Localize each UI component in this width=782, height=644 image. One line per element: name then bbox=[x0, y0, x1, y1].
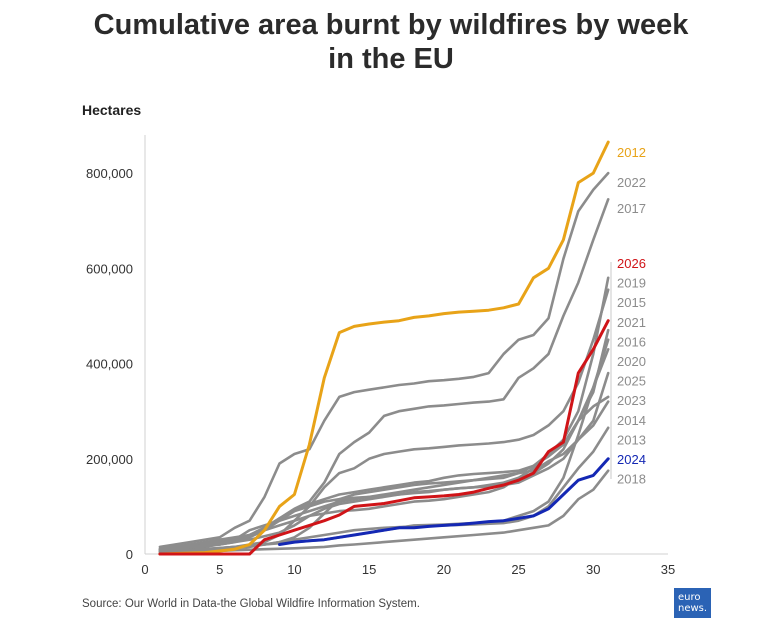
source-note: Source: Our World in Data-the Global Wil… bbox=[82, 598, 420, 610]
series-line-2012 bbox=[158, 140, 610, 556]
y-tick-label: 200,000 bbox=[86, 452, 133, 467]
end-label-2021: 2021 bbox=[617, 315, 646, 330]
series-line-2026 bbox=[158, 319, 610, 556]
title-line-1: Cumulative area burnt by wildfires by we… bbox=[93, 9, 689, 41]
series-line-2024 bbox=[278, 457, 610, 546]
end-label-2014: 2014 bbox=[617, 413, 646, 428]
euronews-logo: euro news. bbox=[674, 588, 711, 618]
x-tick-label: 5 bbox=[216, 562, 223, 577]
end-label-2012: 2012 bbox=[617, 145, 646, 160]
end-label-2018: 2018 bbox=[617, 472, 646, 487]
series-line-2022 bbox=[158, 171, 610, 549]
x-tick-label: 30 bbox=[586, 562, 600, 577]
end-label-2022: 2022 bbox=[617, 175, 646, 190]
y-tick-label: 400,000 bbox=[86, 357, 133, 372]
end-label-2023: 2023 bbox=[617, 393, 646, 408]
series-line-2016 bbox=[158, 338, 610, 553]
series-line-2018 bbox=[158, 469, 610, 555]
x-tick-label: 25 bbox=[511, 562, 525, 577]
series-line-2021 bbox=[158, 328, 610, 551]
end-label-2020: 2020 bbox=[617, 354, 646, 369]
chart-title: Cumulative area burnt by wildfires by we… bbox=[0, 8, 782, 76]
series-line-2020 bbox=[158, 348, 610, 551]
x-tick-label: 35 bbox=[661, 562, 675, 577]
end-label-2024: 2024 bbox=[617, 452, 646, 467]
series-lines bbox=[158, 140, 610, 556]
end-label-2026: 2026 bbox=[617, 256, 646, 271]
end-label-2019: 2019 bbox=[617, 276, 646, 291]
end-label-2016: 2016 bbox=[617, 334, 646, 349]
end-label-2015: 2015 bbox=[617, 295, 646, 310]
y-tick-label: 800,000 bbox=[86, 166, 133, 181]
title-line-2: in the EU bbox=[328, 43, 454, 75]
y-tick-label: 0 bbox=[126, 547, 133, 562]
x-tick-label: 15 bbox=[362, 562, 376, 577]
end-label-2017: 2017 bbox=[617, 201, 646, 216]
x-tick-label: 0 bbox=[141, 562, 148, 577]
end-label-2013: 2013 bbox=[617, 432, 646, 447]
logo-text-1: euro bbox=[678, 592, 701, 603]
axes: 0 5 10 15 20 25 30 350200,000400,000600,000800,… bbox=[86, 135, 675, 577]
y-axis-label: Hectares bbox=[82, 102, 142, 118]
series-line-2014 bbox=[158, 400, 610, 552]
logo-text-2: news. bbox=[678, 603, 708, 614]
end-label-2025: 2025 bbox=[617, 374, 646, 389]
x-tick-label: 10 bbox=[287, 562, 301, 577]
end-labels: 2012 2022 2017 2026 2019 2015 2021 2016 2020 2025… bbox=[610, 145, 646, 487]
x-tick-label: 20 bbox=[437, 562, 451, 577]
y-tick-label: 600,000 bbox=[86, 261, 133, 276]
